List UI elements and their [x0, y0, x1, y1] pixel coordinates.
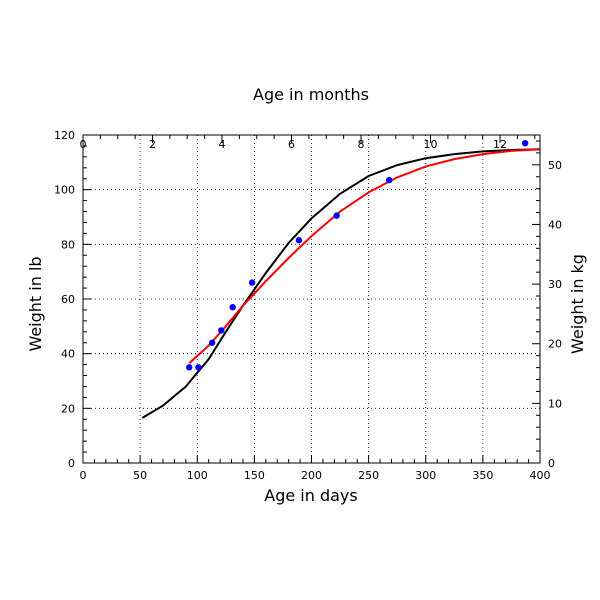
x-tick-label: 300: [415, 469, 436, 482]
x2-tick-label: 2: [149, 138, 156, 151]
y2-tick-label: 30: [548, 278, 562, 291]
x2-tick-label: 12: [493, 138, 507, 151]
y-tick-label: 0: [68, 457, 75, 470]
data-point: [521, 140, 529, 147]
data-point: [248, 279, 256, 286]
x2-tick-label: 4: [219, 138, 226, 151]
y-tick-label: 60: [61, 293, 75, 306]
chart-title: Age in months: [253, 85, 369, 104]
fit-curve-black: [141, 148, 541, 419]
x-tick-label: 250: [358, 469, 379, 482]
y-tick-label: 20: [61, 402, 75, 415]
y-tick-label: 120: [54, 129, 75, 142]
data-point: [195, 364, 202, 371]
y2-tick-label: 20: [548, 338, 562, 351]
data-point: [218, 327, 225, 334]
x-tick-label: 350: [472, 469, 493, 482]
x-tick-label: 400: [530, 469, 551, 482]
y-axis-label: Weight in lb: [26, 256, 45, 351]
y-tick-label: 80: [61, 238, 75, 251]
axes: 0 50 100 150 200 250 300 350 4000204060801001200…: [54, 129, 562, 482]
x-tick-label: 0: [80, 469, 87, 482]
y-tick-label: 100: [54, 184, 75, 197]
y2-tick-label: 10: [548, 397, 562, 410]
y2-axis-label: Weight in kg: [568, 254, 587, 354]
x-tick-label: 100: [187, 469, 208, 482]
x2-tick-label: 0: [80, 138, 87, 151]
grid: [82, 134, 541, 464]
data-point: [333, 212, 340, 219]
data-point: [208, 339, 216, 346]
y2-tick-label: 0: [548, 457, 555, 470]
x-tick-label: 50: [133, 469, 147, 482]
y2-tick-label: 40: [548, 218, 562, 231]
x-tick-label: 200: [301, 469, 322, 482]
x2-tick-label: 6: [288, 138, 295, 151]
x-axis-label: Age in days: [264, 486, 357, 505]
x-tick-label: 150: [244, 469, 265, 482]
data-point: [229, 304, 236, 311]
y2-tick-label: 50: [548, 159, 562, 172]
data-point: [385, 176, 393, 184]
data-point: [295, 237, 303, 244]
data-point: [186, 364, 193, 371]
y-tick-label: 40: [61, 348, 75, 361]
x2-tick-label: 8: [358, 138, 365, 151]
fit-curve-red: [188, 148, 541, 364]
series-layer: [141, 140, 541, 419]
x2-tick-label: 10: [424, 138, 438, 151]
